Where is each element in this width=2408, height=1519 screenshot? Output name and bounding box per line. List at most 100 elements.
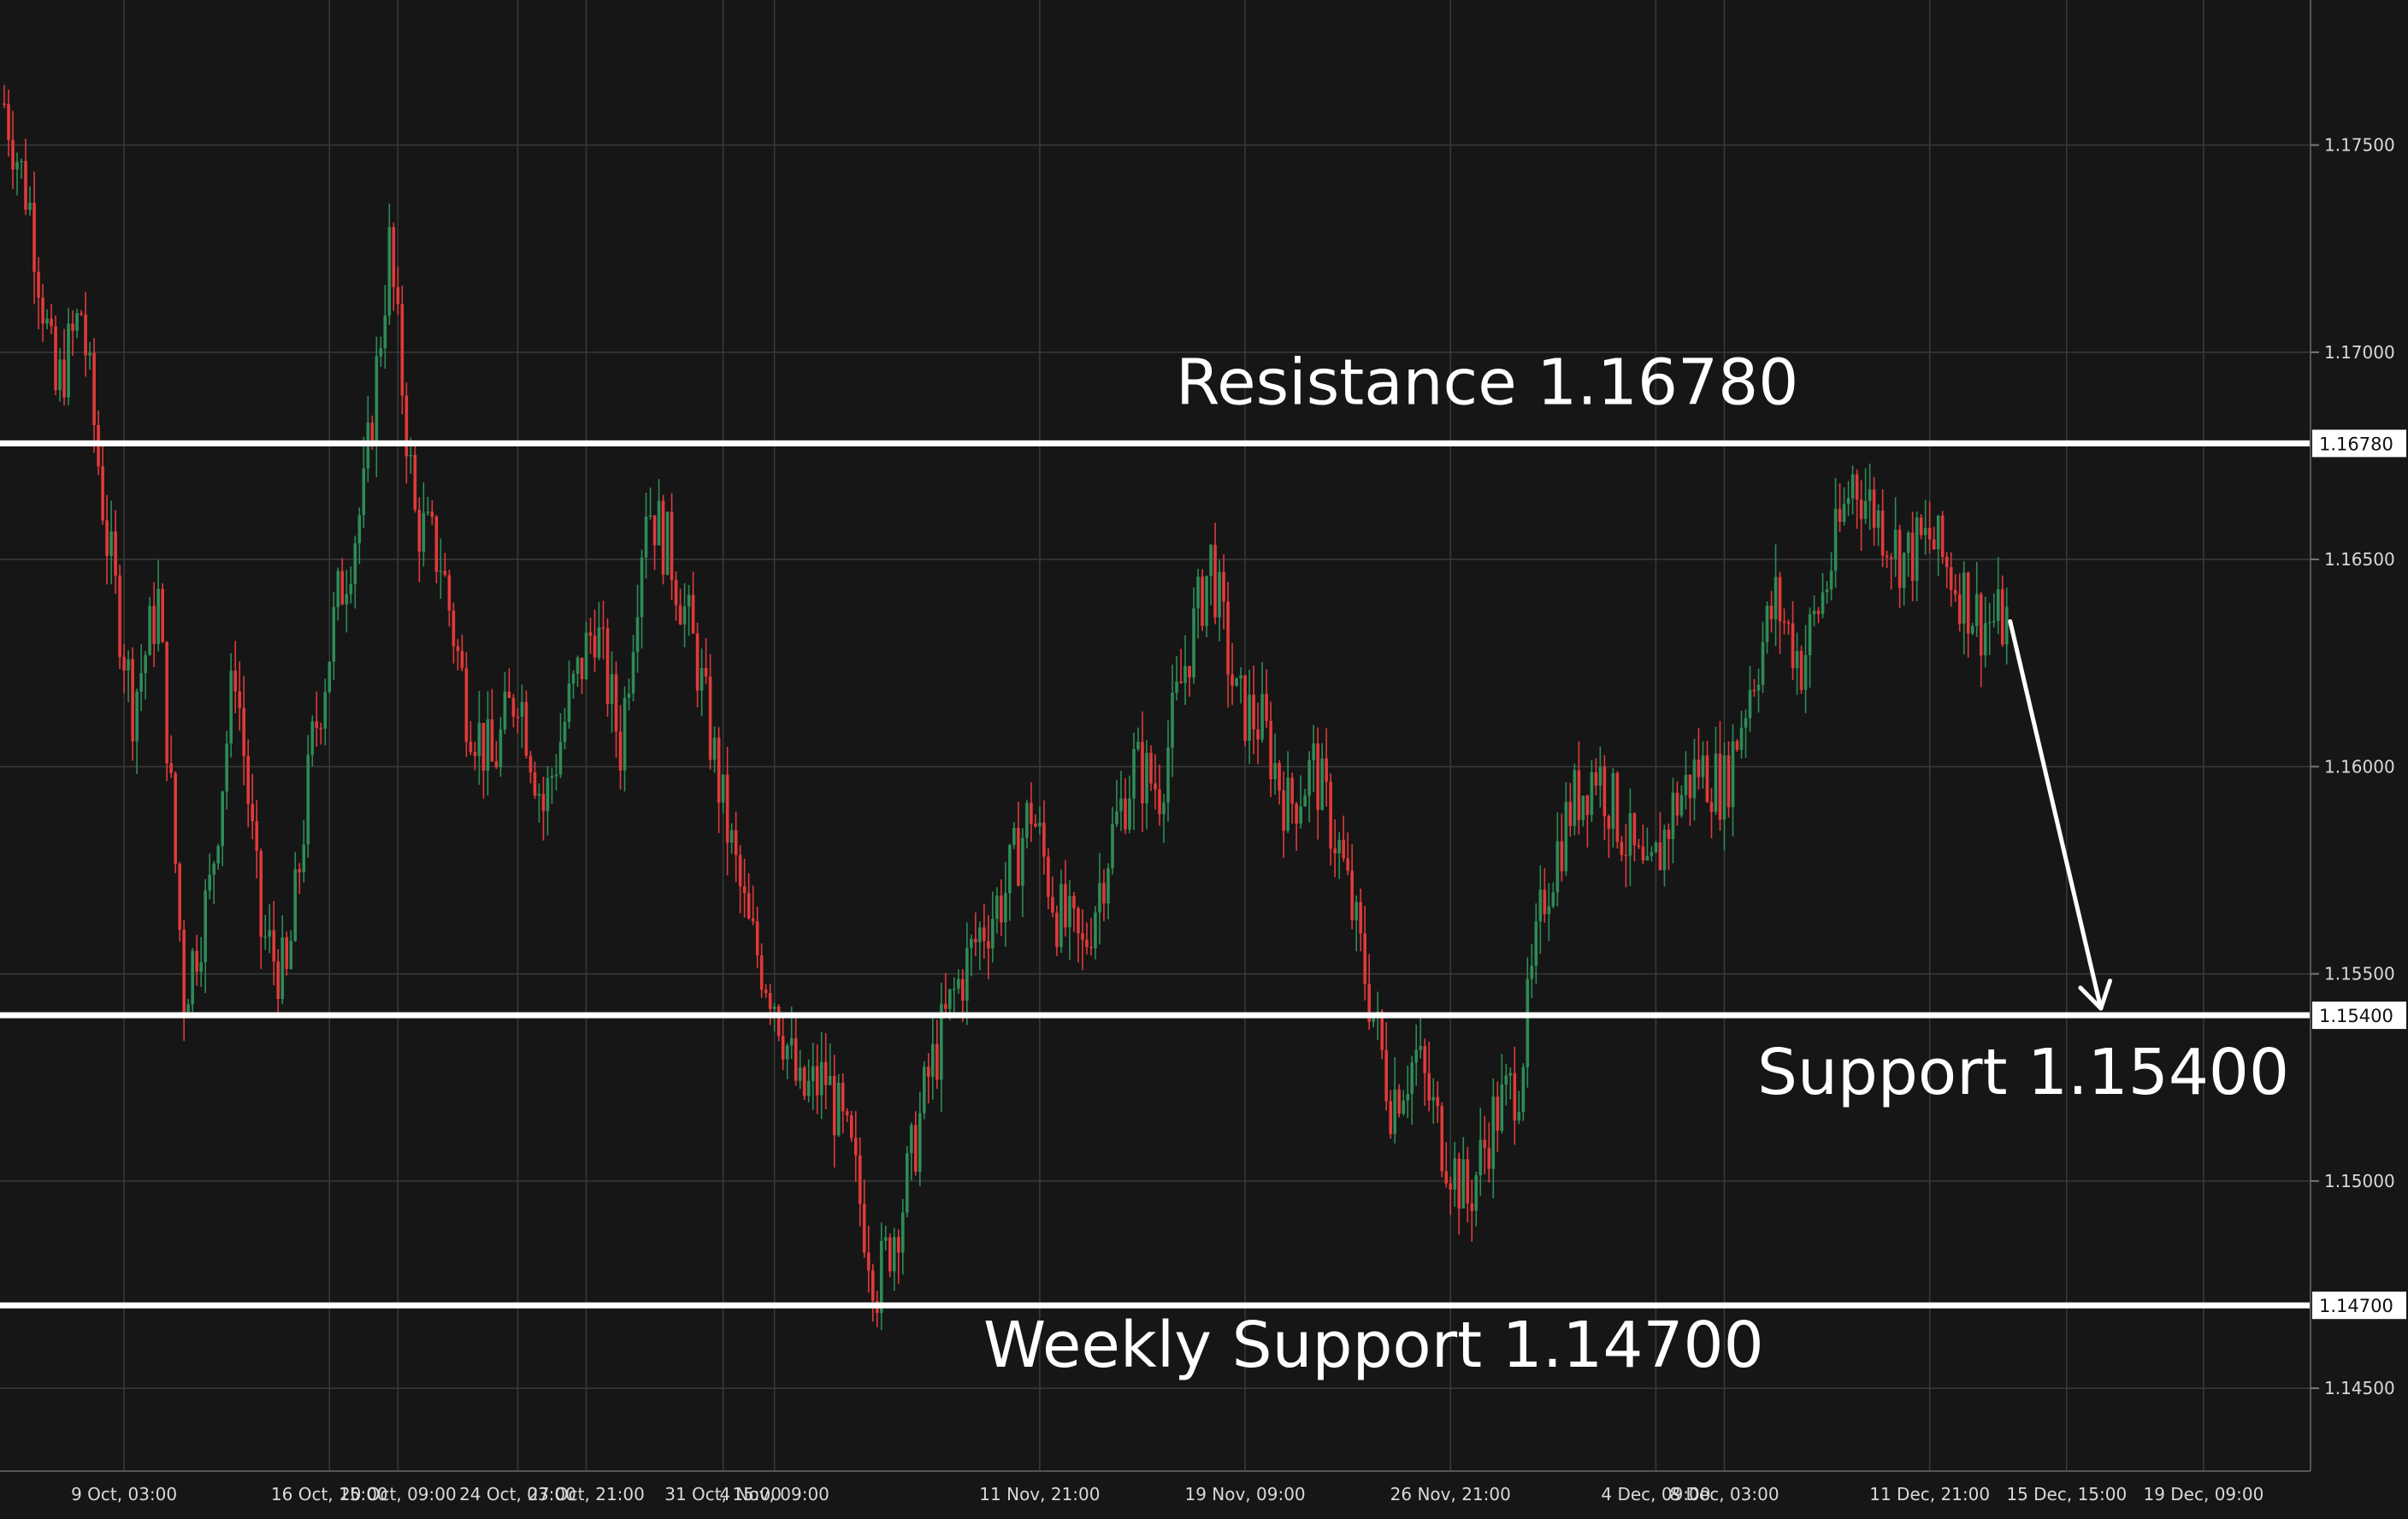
candle-body [567,683,571,723]
candle-body [439,570,443,572]
candle-body [841,1082,845,1112]
candle-body [995,895,999,919]
price-levels [0,440,2311,1309]
candle-body [1842,503,1846,523]
candle-body [2004,606,2009,645]
candle-body [1042,822,1046,857]
candle-body [1209,544,1213,576]
candle-body [1846,498,1850,504]
candle-body [251,804,255,822]
candle-body [1030,802,1033,825]
candle-body [1504,1075,1508,1085]
candle-body [242,707,246,756]
candle-body [691,594,695,634]
candle-body [1688,774,1692,799]
candle-body [1521,1067,1526,1113]
candle-body [417,510,422,552]
candle-body [729,830,734,843]
price-axis[interactable]: 1.14500 1.15000 1.15500 1.16000 1.16500 1.170… [2310,0,2406,1471]
candle-body [1718,754,1722,820]
candle-body [1107,868,1110,904]
candle-body [1367,984,1371,1022]
candle-body [1611,772,1615,830]
candle-body [823,1061,828,1085]
candle-body [148,606,151,655]
candle-body [1714,754,1718,813]
candle-body [927,1067,930,1077]
candle-body [1205,576,1208,626]
candle-body [1821,592,1825,614]
candle-body [1102,883,1106,904]
candle-body [473,752,477,756]
candle-body [974,938,977,943]
candle-body [1363,933,1366,984]
candle-body [186,1004,190,1015]
candle-body [1359,901,1362,934]
candle-body [1201,576,1204,626]
candle-body [1650,852,1654,856]
candle-body [1299,806,1302,825]
candle-body [20,161,23,163]
candle-body [1183,665,1187,683]
candle-body [182,930,186,1015]
candle-body [1517,1112,1521,1120]
candle-body [118,575,121,658]
candle-body [1402,1100,1406,1114]
candle-body [1453,1158,1457,1190]
candle-body [1021,837,1024,886]
candle-body [216,846,220,864]
candle-body [131,659,134,742]
candle-body [1902,553,1906,588]
candle-body [396,287,400,304]
candle-body [1098,883,1101,913]
candle-body [503,691,507,730]
candle-body [1893,529,1897,559]
candle-body [349,584,353,594]
candle-body [1008,844,1012,894]
candle-body [725,774,729,843]
candle-body [41,298,44,324]
candle-body [674,579,678,606]
candle-body [161,588,164,642]
candle-body [768,993,772,1009]
candle-body [896,1237,900,1253]
candle-body [1372,1016,1375,1022]
candle-body [1526,978,1530,1067]
candle-body [1765,606,1769,642]
candle-body [443,570,447,576]
candle-body [1414,1049,1419,1063]
candle-body [1513,1073,1517,1120]
candle-body [708,676,712,760]
candle-body [1171,692,1174,748]
candle-body [477,723,481,756]
candle-body [1141,742,1144,804]
level-badge [2312,429,2406,458]
candle-body [1457,1158,1461,1209]
candle-body [62,359,66,398]
candle-body [1346,858,1349,871]
candle-body [1286,777,1290,831]
candle-body [849,1114,853,1138]
candle-body [918,1113,922,1173]
candle-body [1017,827,1020,886]
candle-body [563,722,567,742]
candle-body [306,754,310,845]
candle-body [1115,811,1118,825]
candle-body [379,348,383,357]
candle-body [272,930,276,962]
candle-body [11,139,15,170]
candle-body [268,930,272,937]
candle-body [1726,755,1731,807]
candle-body [1615,772,1620,842]
candle-body [285,937,289,969]
candle-body [704,667,708,677]
candle-body [1128,798,1131,830]
candle-body [1799,651,1803,690]
candle-body [755,921,759,956]
candle-body [1384,1049,1388,1102]
candle-body [1235,678,1238,686]
candle-body [627,693,631,698]
candle-body [987,941,990,949]
